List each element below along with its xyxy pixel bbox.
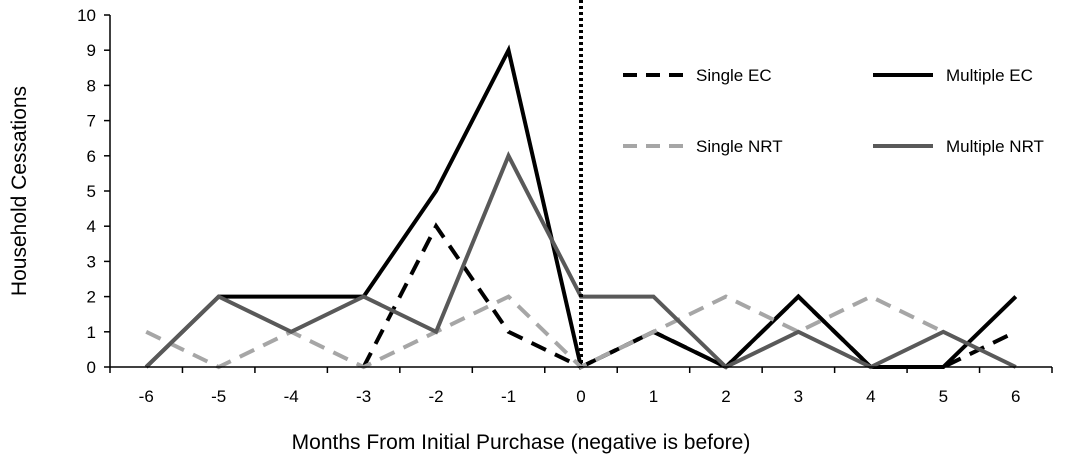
- y-tick-label: 9: [87, 41, 96, 60]
- series-line-single-nrt: [145, 294, 945, 370]
- legend-label: Multiple EC: [946, 66, 1033, 85]
- x-tick-label: 2: [721, 387, 730, 406]
- x-tick-label: 4: [866, 387, 875, 406]
- x-tick-label: -5: [211, 387, 226, 406]
- y-tick-label: 7: [87, 112, 96, 131]
- y-tick-label: 4: [87, 217, 96, 236]
- y-tick-label: 2: [87, 288, 96, 307]
- legend: Single EC Multiple EC Single NRT Multiple N…: [623, 66, 1044, 156]
- x-tick-label: -4: [284, 387, 299, 406]
- y-tick-label: 0: [87, 358, 96, 377]
- y-tick-label: 10: [77, 6, 96, 25]
- y-axis-title: Household Cessations: [8, 86, 31, 296]
- x-tick-label: -3: [356, 387, 371, 406]
- legend-label: Single NRT: [696, 137, 783, 156]
- x-tick-label: -1: [501, 387, 516, 406]
- x-tick-label: 6: [1011, 387, 1020, 406]
- y-tick-label: 1: [87, 323, 96, 342]
- legend-label: Multiple NRT: [946, 137, 1044, 156]
- y-tick-label: 8: [87, 76, 96, 95]
- x-tick-label: -6: [139, 387, 154, 406]
- axes-layer: 0 1 2 3 4 5 6 7 8 9 10 -6 -5 -4 -3 -2 -1 0 1 2 3 4 5 6: [77, 0, 1053, 406]
- y-tick-label: 5: [87, 182, 96, 201]
- x-tick-label: 0: [576, 387, 585, 406]
- x-tick-label: 3: [794, 387, 803, 406]
- legend-label: Single EC: [696, 66, 772, 85]
- x-axis-title: Months From Initial Purchase (negative i…: [292, 431, 751, 454]
- x-tick-label: 5: [939, 387, 948, 406]
- x-tick-label: -2: [429, 387, 444, 406]
- x-tick-label: 1: [649, 387, 658, 406]
- y-tick-label: 3: [87, 252, 96, 271]
- y-tick-label: 6: [87, 147, 96, 166]
